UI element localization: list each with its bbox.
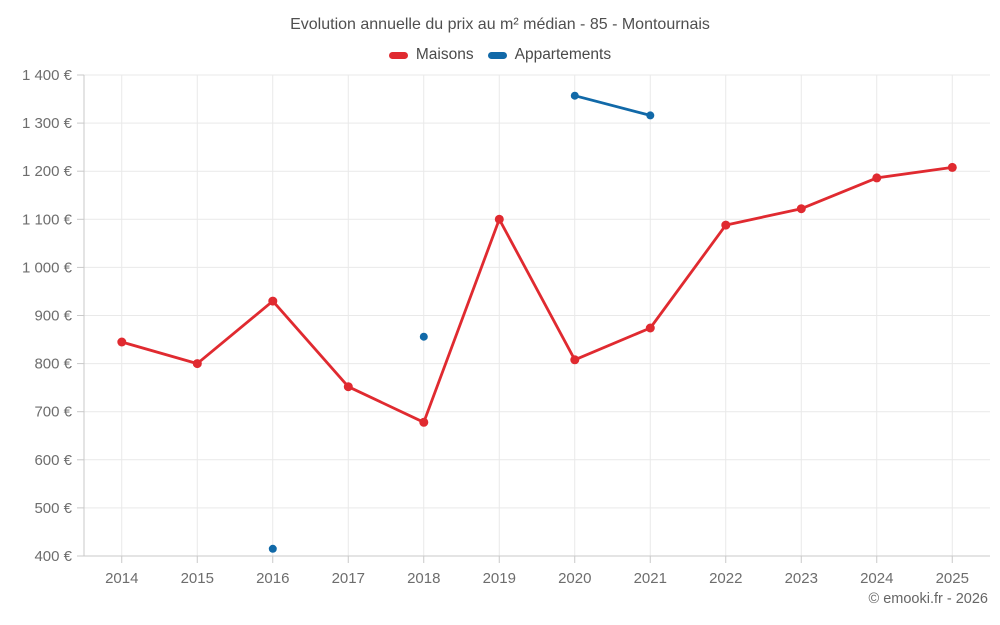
maisons-swatch-icon xyxy=(388,51,408,59)
y-tick-label: 700 € xyxy=(34,404,72,421)
chart-title: Evolution annuelle du prix au m² médian … xyxy=(290,16,710,33)
data-point-maisons-2022[interactable] xyxy=(721,220,731,230)
x-tick-label: 2017 xyxy=(332,570,365,587)
y-tick-label: 1 400 € xyxy=(22,67,73,84)
data-point-appartements-2018[interactable] xyxy=(419,332,428,341)
y-tick-label: 600 € xyxy=(34,452,72,469)
y-tick-label: 1 300 € xyxy=(22,115,73,132)
data-point-appartements-2020[interactable] xyxy=(570,91,579,100)
y-tick-label: 900 € xyxy=(34,308,72,325)
x-tick-label: 2016 xyxy=(256,570,289,587)
appartements-swatch-icon xyxy=(487,51,507,59)
y-tick-label: 500 € xyxy=(34,500,72,517)
series-line-maisons xyxy=(120,166,954,424)
y-tick-label: 1 000 € xyxy=(22,259,73,276)
series-line-appartements xyxy=(573,94,652,117)
x-tick-label: 2021 xyxy=(634,570,667,587)
data-point-appartements-2021[interactable] xyxy=(646,111,655,120)
x-tick-label: 2023 xyxy=(785,570,818,587)
legend-item-maisons[interactable]: Maisons xyxy=(388,46,474,64)
x-tick-label: 2014 xyxy=(105,570,138,587)
data-point-maisons-2020[interactable] xyxy=(570,355,580,365)
y-tick-label: 1 100 € xyxy=(22,211,73,228)
legend-label-appartements: Appartements xyxy=(514,46,612,63)
x-tick-label: 2025 xyxy=(936,570,969,587)
x-tick-label: 2019 xyxy=(483,570,516,587)
x-tick-label: 2015 xyxy=(181,570,214,587)
watermark-credit: © emooki.fr - 2026 xyxy=(868,591,988,607)
y-tick-label: 1 200 € xyxy=(22,163,73,180)
data-point-maisons-2021[interactable] xyxy=(645,323,655,333)
data-point-maisons-2015[interactable] xyxy=(192,359,202,369)
legend-item-appartements[interactable]: Appartements xyxy=(487,46,612,64)
data-point-maisons-2019[interactable] xyxy=(494,214,504,224)
data-point-maisons-2023[interactable] xyxy=(796,204,806,214)
x-tick-label: 2018 xyxy=(407,570,440,587)
data-point-maisons-2025[interactable] xyxy=(947,162,957,172)
y-tick-label: 400 € xyxy=(34,548,72,565)
data-point-maisons-2024[interactable] xyxy=(872,173,882,183)
legend-label-maisons: Maisons xyxy=(415,46,474,63)
data-point-appartements-2016[interactable] xyxy=(268,544,277,553)
x-tick-label: 2020 xyxy=(558,570,591,587)
chart-legend: Maisons Appartements xyxy=(0,46,1000,64)
x-tick-label: 2024 xyxy=(860,570,893,587)
data-point-maisons-2016[interactable] xyxy=(268,296,278,306)
data-point-maisons-2018[interactable] xyxy=(419,417,429,427)
data-point-maisons-2017[interactable] xyxy=(343,382,353,392)
x-tick-label: 2022 xyxy=(709,570,742,587)
data-point-maisons-2014[interactable] xyxy=(117,337,127,347)
y-tick-label: 800 € xyxy=(34,356,72,373)
